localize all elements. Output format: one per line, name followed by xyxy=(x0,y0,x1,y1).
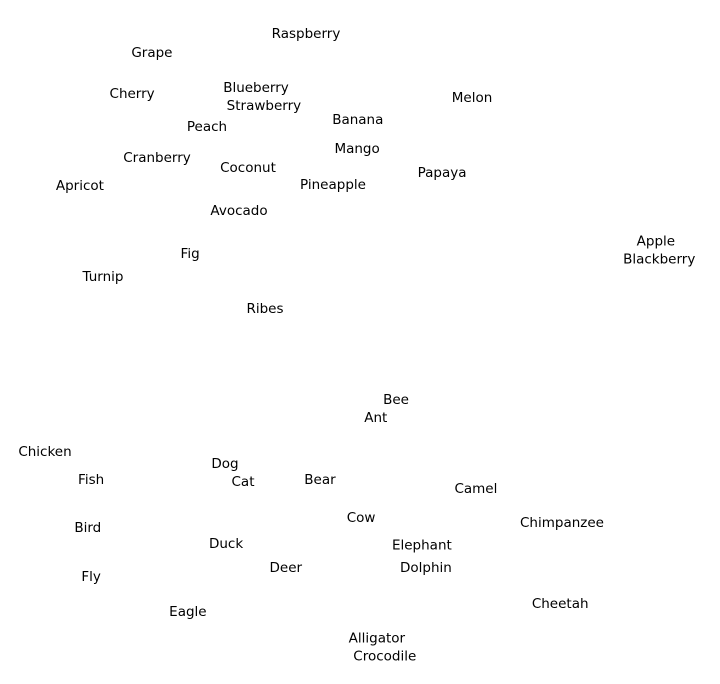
point-label-deer: Deer xyxy=(270,560,303,576)
point-label-mango: Mango xyxy=(334,141,379,157)
point-label-duck: Duck xyxy=(209,536,243,552)
point-label-banana: Banana xyxy=(332,112,383,128)
point-label-blackberry: Blackberry xyxy=(623,251,695,267)
point-label-avocado: Avocado xyxy=(210,203,267,219)
point-label-cherry: Cherry xyxy=(110,86,155,102)
point-label-eagle: Eagle xyxy=(169,604,206,620)
point-label-camel: Camel xyxy=(454,481,497,497)
point-label-cheetah: Cheetah xyxy=(532,596,589,612)
point-label-dolphin: Dolphin xyxy=(400,560,452,576)
point-label-peach: Peach xyxy=(187,119,227,135)
point-label-cow: Cow xyxy=(347,510,376,526)
point-label-alligator: Alligator xyxy=(349,631,406,647)
point-label-apricot: Apricot xyxy=(56,178,104,194)
point-label-chicken: Chicken xyxy=(18,444,71,460)
point-label-cranberry: Cranberry xyxy=(123,150,191,166)
point-label-pineapple: Pineapple xyxy=(300,177,366,193)
point-label-turnip: Turnip xyxy=(82,269,124,285)
point-label-bee: Bee xyxy=(383,392,409,408)
point-label-dog: Dog xyxy=(211,456,238,472)
point-label-elephant: Elephant xyxy=(392,538,452,554)
point-label-raspberry: Raspberry xyxy=(272,26,341,42)
point-label-grape: Grape xyxy=(131,45,172,61)
point-label-chimpanzee: Chimpanzee xyxy=(520,515,604,531)
point-label-apple: Apple xyxy=(637,233,675,249)
point-label-blueberry: Blueberry xyxy=(223,80,289,96)
point-label-coconut: Coconut xyxy=(220,160,276,176)
point-label-fish: Fish xyxy=(78,472,104,488)
point-label-cat: Cat xyxy=(232,474,255,490)
point-label-ribes: Ribes xyxy=(246,301,283,317)
point-label-fig: Fig xyxy=(181,246,200,262)
point-label-melon: Melon xyxy=(452,90,493,106)
point-label-crocodile: Crocodile xyxy=(353,649,416,665)
point-label-bear: Bear xyxy=(304,472,336,488)
point-label-ant: Ant xyxy=(364,410,387,426)
point-label-papaya: Papaya xyxy=(418,165,467,181)
point-label-strawberry: Strawberry xyxy=(227,98,301,114)
point-label-bird: Bird xyxy=(74,520,101,536)
point-label-fly: Fly xyxy=(81,569,101,585)
